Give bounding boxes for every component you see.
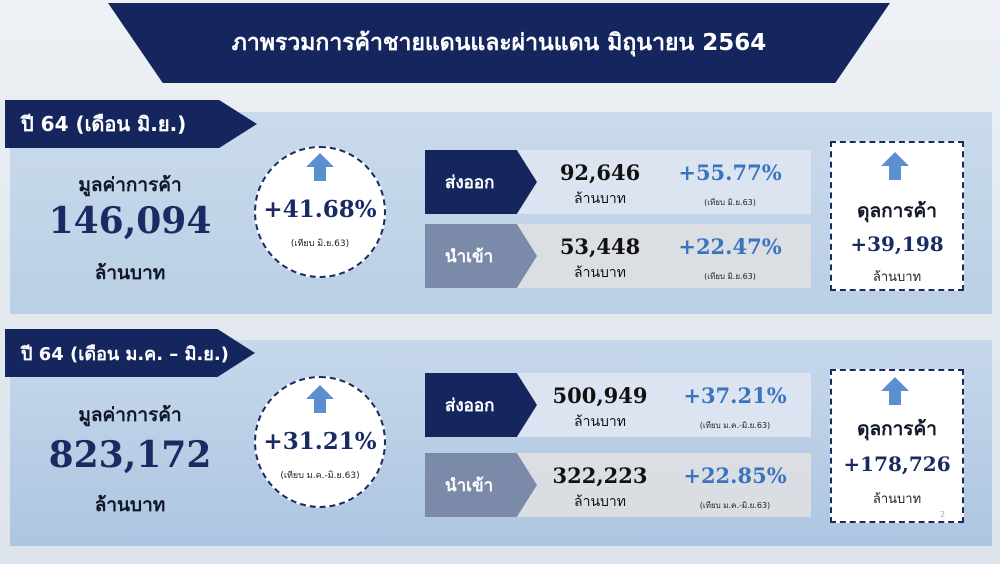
balance-unit: ล้านบาท <box>872 492 922 507</box>
import-value: 53,448 <box>559 234 641 259</box>
growth-percent: +41.68% <box>263 196 377 223</box>
export-unit: ล้านบาท <box>574 191 626 207</box>
trade-value-label: มูลค่าการค้า <box>78 404 182 426</box>
section-ytd-header: ปี 64 (เดือน ม.ค. – มิ.ย.) <box>5 329 255 377</box>
import-growth: +22.85% <box>683 463 787 488</box>
arrow-up-icon <box>306 385 334 413</box>
trade-value-unit: ล้านบาท <box>94 262 166 284</box>
export-growth: +37.21% <box>683 383 787 408</box>
arrow-up-icon <box>881 152 909 180</box>
export-note: (เทียบ ม.ค.-มิ.ย.63) <box>699 421 771 430</box>
section-monthly-header: ปี 64 (เดือน มิ.ย.) <box>5 100 257 148</box>
trade-value-unit: ล้านบาท <box>94 494 166 516</box>
growth-note: (เทียบ มิ.ย.63) <box>290 239 350 249</box>
import-unit: ล้านบาท <box>574 265 626 281</box>
balance-value: +178,726 <box>843 452 951 476</box>
title-banner <box>108 3 890 83</box>
export-value: 500,949 <box>552 383 648 408</box>
import-growth: +22.47% <box>678 234 782 259</box>
import-note: (เทียบ ม.ค.-มิ.ย.63) <box>699 501 771 510</box>
import-tag: นำเข้า <box>425 453 537 517</box>
export-tag: ส่งออก <box>425 373 537 437</box>
export-note: (เทียบ มิ.ย.63) <box>704 198 756 207</box>
balance-value: +39,198 <box>850 232 944 256</box>
growth-circle <box>254 146 386 278</box>
arrow-up-icon <box>306 153 334 181</box>
balance-label: ดุลการค้า <box>857 418 937 440</box>
arrow-up-icon <box>881 377 909 405</box>
balance-label: ดุลการค้า <box>857 200 937 222</box>
export-value: 92,646 <box>559 160 641 185</box>
balance-unit: ล้านบาท <box>872 270 922 285</box>
import-note: (เทียบ มิ.ย.63) <box>704 272 756 281</box>
growth-note: (เทียบ ม.ค.-มิ.ย.63) <box>280 471 360 481</box>
trade-value: 823,172 <box>48 434 212 476</box>
page-number: 2 <box>940 510 946 519</box>
page-title: ภาพรวมการค้าชายแดนและผ่านแดน มิถุนายน 25… <box>231 30 767 56</box>
growth-percent: +31.21% <box>263 428 377 455</box>
export-growth: +55.77% <box>678 160 782 185</box>
trade-value-label: มูลค่าการค้า <box>78 174 182 196</box>
trade-value: 146,094 <box>48 200 212 242</box>
export-tag: ส่งออก <box>425 150 537 214</box>
export-unit: ล้านบาท <box>574 414 626 430</box>
import-unit: ล้านบาท <box>574 494 626 510</box>
import-tag: นำเข้า <box>425 224 537 288</box>
import-value: 322,223 <box>552 463 648 488</box>
